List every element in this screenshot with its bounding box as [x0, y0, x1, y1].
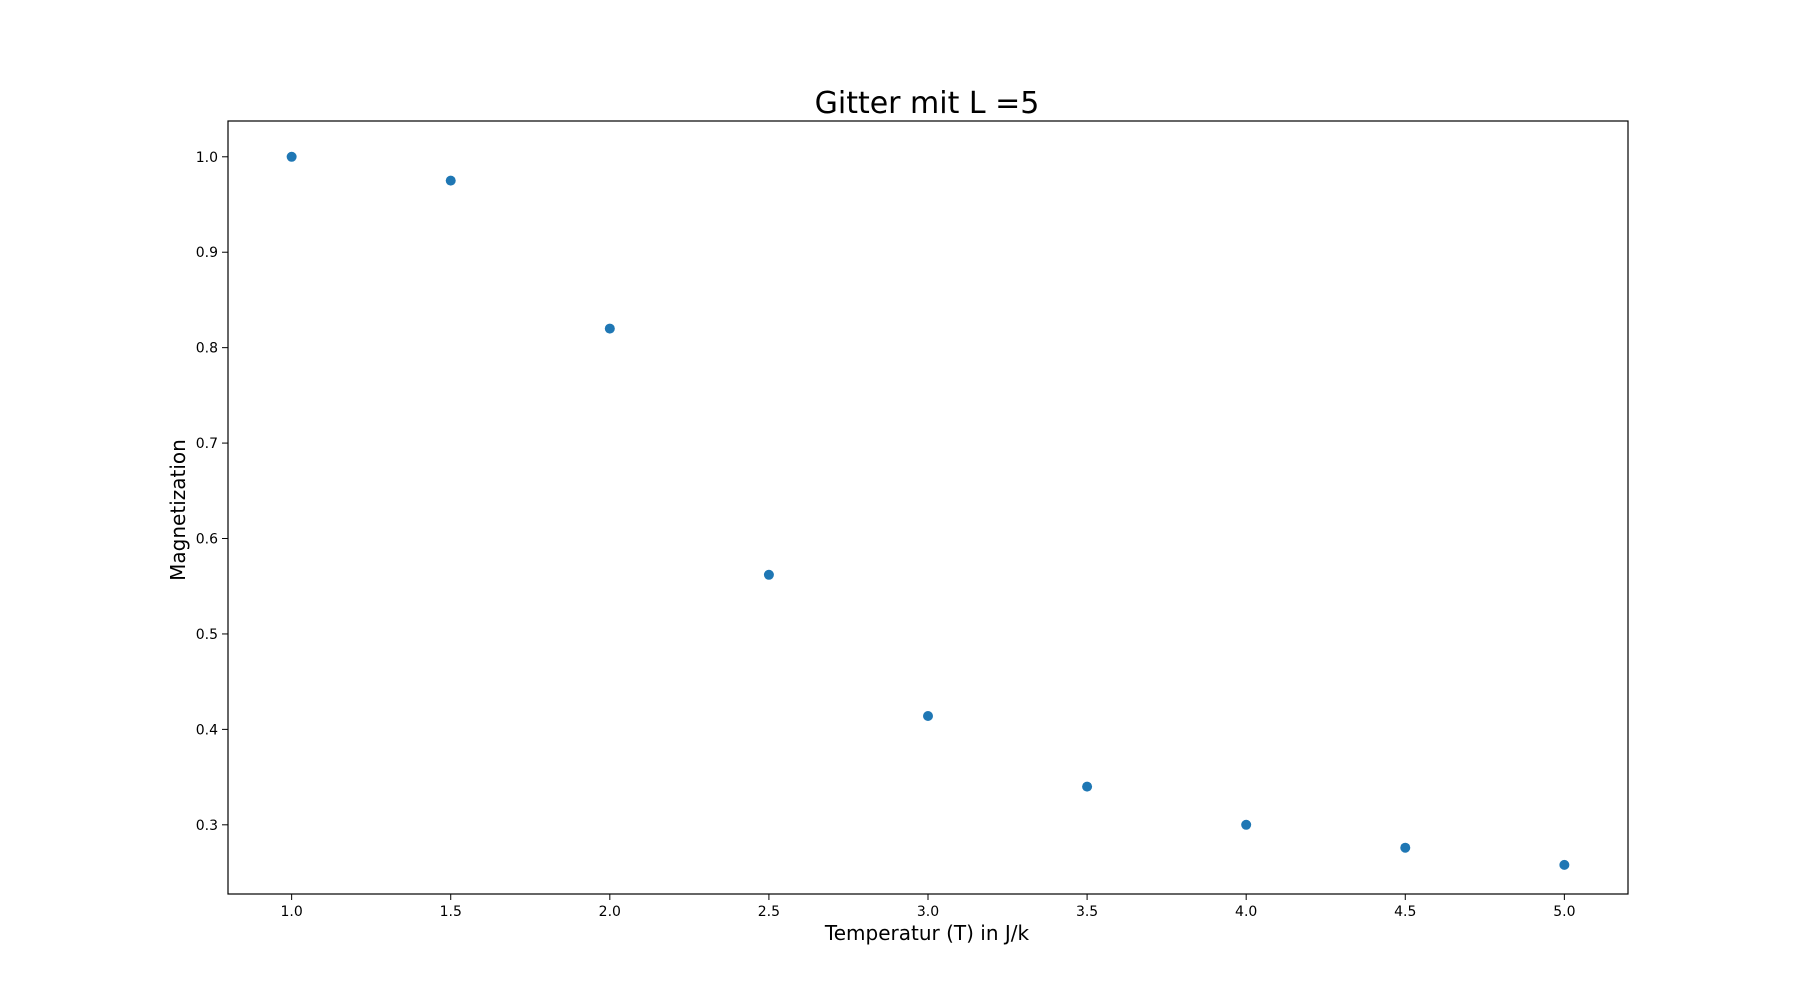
x-tick-label: 4.5	[1394, 904, 1416, 920]
data-points	[286, 151, 1570, 870]
y-tick-label: 0.9	[196, 245, 218, 261]
x-axis-ticks: 1.0 1.5 2.0 2.5 3.0 3.5 4.0 4.5 5.0	[281, 894, 1575, 920]
data-point	[1241, 819, 1252, 830]
x-tick-label: 3.0	[917, 904, 939, 920]
chart-title: Gitter mit L =5	[815, 86, 1040, 121]
x-tick-label: 2.5	[758, 904, 780, 920]
y-axis-ticks: 0.3 0.4 0.5 0.6 0.7 0.8 0.9 1.0	[196, 150, 228, 834]
y-tick-label: 0.8	[196, 341, 218, 357]
x-tick-label: 2.0	[599, 904, 621, 920]
y-tick-label: 1.0	[196, 150, 218, 166]
y-tick-label: 0.3	[196, 818, 218, 834]
y-tick-label: 0.6	[196, 532, 218, 548]
data-point	[445, 175, 456, 186]
plot-frame	[227, 120, 1629, 895]
y-tick-label: 0.7	[196, 436, 218, 452]
x-tick-label: 3.5	[1076, 904, 1098, 920]
data-point	[604, 323, 615, 334]
data-point	[1559, 859, 1570, 870]
data-point	[923, 711, 933, 722]
x-tick-label: 1.5	[440, 904, 462, 920]
plot-area	[227, 120, 1629, 895]
x-tick-label: 5.0	[1553, 904, 1575, 920]
y-tick-label: 0.4	[196, 722, 218, 738]
x-tick-label: 1.0	[281, 904, 303, 920]
y-axis-label: Magnetization	[166, 439, 190, 581]
data-point	[763, 569, 774, 580]
y-tick-label: 0.5	[196, 627, 218, 643]
data-point	[286, 151, 297, 162]
data-point	[1082, 781, 1093, 792]
data-point	[1400, 842, 1411, 853]
x-tick-label: 4.0	[1235, 904, 1257, 920]
x-axis-label: Temperatur (T) in J/k	[824, 921, 1030, 945]
